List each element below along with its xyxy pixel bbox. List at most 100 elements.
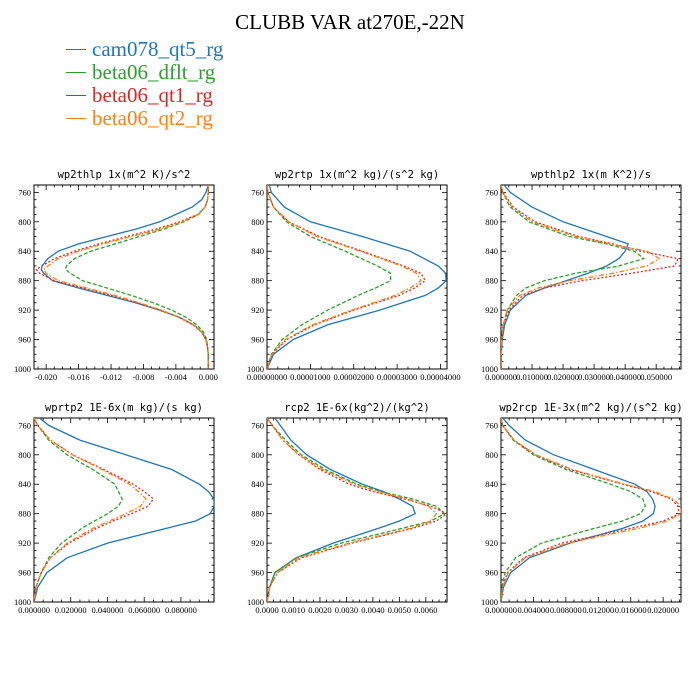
legend-entry: beta06_dflt_rg [66, 61, 223, 84]
x-tick-label: 0.000000 [485, 605, 517, 615]
y-tick-label: 1000 [481, 597, 498, 607]
y-tick-label: 960 [251, 335, 264, 345]
y-tick-label: 800 [18, 217, 31, 227]
x-tick-label: -0.020 [35, 372, 57, 382]
x-tick-label: 0.020000 [55, 605, 87, 615]
legend: cam078_qt5_rg beta06_dflt_rg beta06_qt1_… [66, 38, 223, 130]
series-line-beta06_dflt_rg [64, 185, 209, 369]
plot-frame [33, 417, 215, 603]
series-line-beta06_qt2_rg [267, 185, 422, 369]
chart-panel: rcp2 1E-6x(kg^2)/(kg^2) 760 800 840 880 920 96… [247, 402, 448, 615]
y-tick-label: 800 [251, 450, 264, 460]
y-tick-label: 880 [485, 509, 498, 519]
x-tick-label: 0.016000 [615, 605, 647, 615]
y-tick-label: 840 [18, 479, 31, 489]
x-tick-label: 0.00001000 [290, 372, 330, 382]
series-line-beta06_qt1_rg [34, 418, 155, 602]
x-tick-label: 0.020000 [547, 372, 579, 382]
x-tick-label: -0.004 [165, 372, 188, 382]
chart-title: wp2rtp 1x(m^2 kg)/(s^2 kg) [275, 169, 439, 181]
x-tick-label: 0.0050 [388, 605, 411, 615]
y-tick-label: 880 [18, 509, 31, 519]
plot-frame [500, 184, 682, 370]
y-tick-label: 920 [251, 305, 264, 315]
x-tick-label: 0.010000 [516, 372, 548, 382]
x-tick-label: -0.016 [68, 372, 90, 382]
chart-panel: wprtp2 1E-6x(m kg)/(s kg) 760 800 840 880 920… [14, 402, 215, 615]
y-tick-label: 880 [251, 276, 264, 286]
x-tick-label: 0.00002000 [334, 372, 374, 382]
chart-panel: wp2thlp 1x(m^2 K)/s^2 760 800 840 880 920 960 1… [14, 169, 218, 382]
x-tick-label: 0.0000 [255, 605, 278, 615]
series-line-cam078_qt5_rg [501, 418, 656, 602]
y-tick-label: 1000 [481, 364, 498, 374]
page-title: CLUBB VAR at270E,-22N [235, 10, 465, 34]
x-tick-label: 0.020000 [647, 605, 679, 615]
series-line-beta06_dflt_rg [267, 418, 446, 602]
y-tick-label: 880 [251, 509, 264, 519]
chart-title: wp2thlp 1x(m^2 K)/s^2 [58, 169, 191, 181]
legend-entry: cam078_qt5_rg [66, 38, 223, 61]
y-tick-label: 920 [485, 538, 498, 548]
x-tick-label: 0.040000 [609, 372, 641, 382]
y-tick-label: 960 [251, 568, 264, 578]
chart-title: wprtp2 1E-6x(m kg)/(s kg) [45, 402, 203, 414]
x-tick-label: 0.030000 [578, 372, 610, 382]
x-tick-label: 0.0020 [308, 605, 331, 615]
y-tick-label: 760 [251, 187, 264, 197]
chart-title: wpthlp2 1x(m K^2)/s [531, 169, 651, 181]
y-tick-label: 840 [485, 246, 498, 256]
y-tick-label: 920 [18, 305, 31, 315]
y-tick-label: 920 [251, 538, 264, 548]
series-line-beta06_qt2_rg [267, 418, 438, 602]
series-line-beta06_qt1_rg [501, 418, 681, 602]
legend-swatch [66, 95, 86, 96]
y-tick-label: 840 [485, 479, 498, 489]
series-line-beta06_qt1_rg [35, 185, 209, 369]
x-tick-label: 0.00000000 [247, 372, 287, 382]
y-tick-label: 1000 [247, 597, 264, 607]
series-line-beta06_qt2_rg [34, 418, 147, 602]
y-tick-label: 800 [18, 450, 31, 460]
x-tick-label: 0.004000 [517, 605, 549, 615]
y-tick-label: 1000 [14, 364, 31, 374]
chart-panel: wp2rtp 1x(m^2 kg)/(s^2 kg) 760 800 840 880 92… [247, 169, 461, 382]
y-tick-label: 760 [485, 187, 498, 197]
y-tick-label: 760 [485, 420, 498, 430]
series-line-beta06_qt2_rg [501, 185, 661, 369]
x-tick-label: 0.0060 [414, 605, 437, 615]
x-tick-label: 0.0030 [335, 605, 358, 615]
x-tick-label: 0.00004000 [420, 372, 460, 382]
legend-swatch [66, 118, 86, 119]
x-tick-label: 0.0040 [361, 605, 384, 615]
x-tick-label: -0.008 [132, 372, 154, 382]
chart-panel: wpthlp2 1x(m K^2)/s 760 800 840 880 920 960 100… [481, 169, 682, 382]
legend-label: beta06_dflt_rg [92, 60, 216, 84]
y-tick-label: 800 [485, 217, 498, 227]
legend-swatch [66, 49, 86, 50]
y-tick-label: 960 [485, 568, 498, 578]
y-tick-label: 760 [18, 420, 31, 430]
y-tick-label: 840 [251, 479, 264, 489]
y-tick-label: 1000 [14, 597, 31, 607]
y-tick-label: 960 [18, 568, 31, 578]
series-line-beta06_qt2_rg [42, 185, 209, 369]
series-line-cam078_qt5_rg [34, 418, 214, 602]
x-tick-label: 0.050000 [640, 372, 672, 382]
x-tick-label: 0.0010 [282, 605, 305, 615]
x-tick-label: 0.080000 [165, 605, 197, 615]
y-tick-label: 840 [18, 246, 31, 256]
x-tick-label: 0.000 [199, 372, 218, 382]
x-tick-label: 0.000000 [485, 372, 517, 382]
x-tick-label: 0.00003000 [377, 372, 417, 382]
y-tick-label: 760 [18, 187, 31, 197]
chart-title: rcp2 1E-6x(kg^2)/(kg^2) [284, 402, 429, 414]
y-tick-label: 920 [18, 538, 31, 548]
legend-label: beta06_qt2_rg [92, 106, 213, 130]
y-tick-label: 800 [485, 450, 498, 460]
y-tick-label: 960 [18, 335, 31, 345]
y-tick-label: 840 [251, 246, 264, 256]
chart-title: wp2rcp 1E-3x(m^2 kg)/(s^2 kg) [499, 402, 682, 414]
series-line-beta06_qt2_rg [501, 418, 681, 602]
